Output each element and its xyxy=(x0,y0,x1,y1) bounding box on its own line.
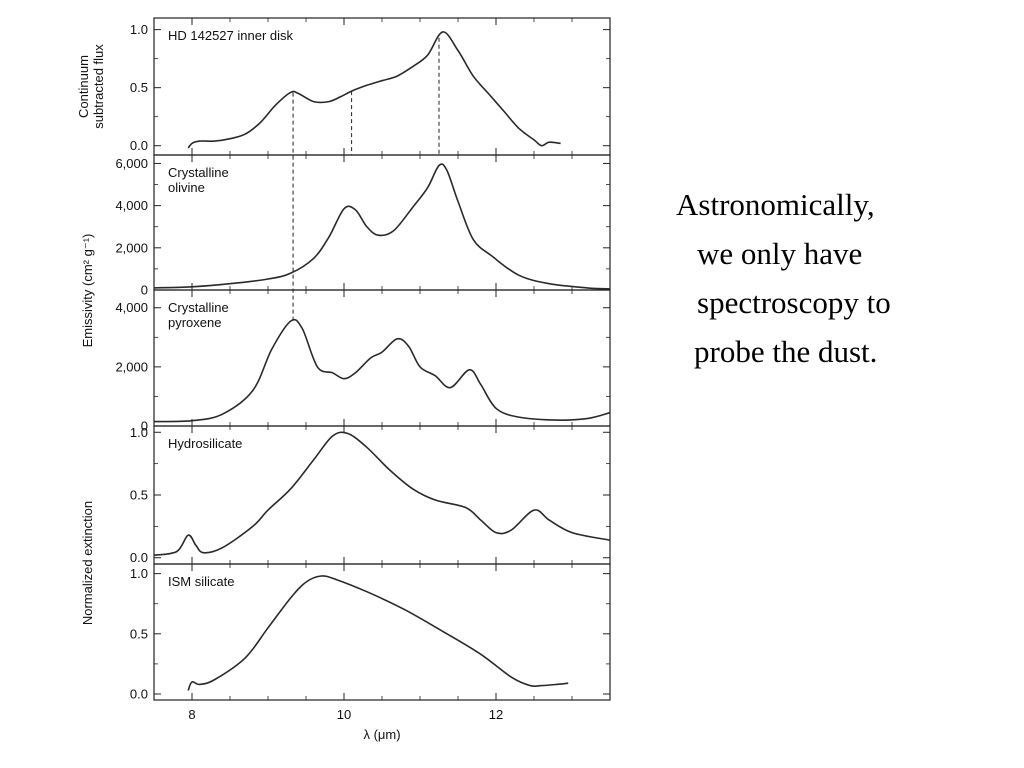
spectra-figure: 0.0 0.5 1.0 HD 142527 inner disk 0 2,000 4,000… xyxy=(76,17,611,742)
panel-3: 0 2,000 4,000 Crystalline pyroxene xyxy=(115,289,611,434)
y-axis-label-line: subtracted flux xyxy=(91,44,106,129)
panel-label-line: pyroxene xyxy=(168,315,221,330)
caption-line-2: we only have xyxy=(697,236,863,271)
y-tick-label: 0 xyxy=(141,419,148,434)
x-tick-label: 10 xyxy=(337,707,351,722)
y-tick-label: 2,000 xyxy=(115,359,148,374)
y-tick-label: 0.0 xyxy=(130,138,148,153)
x-axis: 8 10 12 λ (μm) xyxy=(188,707,503,742)
panel-label-line: olivine xyxy=(168,180,205,195)
y-tick-label: 6,000 xyxy=(115,156,148,171)
y-axis-label-extinction: Normalized extinction xyxy=(80,501,95,625)
panel-label: Crystalline olivine xyxy=(168,165,229,195)
panels-layer: 0.0 0.5 1.0 HD 142527 inner disk 0 2,000 4,000… xyxy=(115,17,611,701)
y-axis-labels: Continuumsubtracted flux Emissivity (cm² … xyxy=(76,44,106,625)
panel-4: 0.0 0.5 1.0 Hydrosilicate xyxy=(130,425,611,565)
y-tick-label: 4,000 xyxy=(115,198,148,213)
x-tick-label: 12 xyxy=(489,707,503,722)
panel-5: 0.0 0.5 1.0 ISM silicate xyxy=(130,563,611,701)
series-line xyxy=(187,575,569,691)
x-tick-label: 8 xyxy=(188,707,195,722)
y-tick-label: 1.0 xyxy=(130,425,148,440)
y-tick-label: 1.0 xyxy=(130,566,148,581)
series-line xyxy=(153,318,611,423)
panel-label: Crystalline pyroxene xyxy=(168,300,229,330)
y-tick-label: 0.5 xyxy=(130,80,148,95)
series-line xyxy=(153,163,611,290)
panel-label-line: Crystalline xyxy=(168,165,229,180)
panel-1: 0.0 0.5 1.0 HD 142527 inner disk xyxy=(130,17,611,156)
y-tick-label: 0.0 xyxy=(130,686,148,701)
y-tick-label: 1.0 xyxy=(130,22,148,37)
caption-line-1: Astronomically, xyxy=(676,187,875,222)
y-axis-label-emissivity: Emissivity (cm² g⁻¹) xyxy=(80,234,95,348)
y-tick-label: 0.0 xyxy=(130,550,148,565)
caption-line-3: spectroscopy to xyxy=(697,285,891,320)
panel-label: Hydrosilicate xyxy=(168,436,242,451)
caption-line-4: probe the dust. xyxy=(694,334,878,369)
panel-label: HD 142527 inner disk xyxy=(168,28,294,43)
series-line xyxy=(153,431,611,556)
panel-label-line: Crystalline xyxy=(168,300,229,315)
slide-caption: Astronomically, we only have spectroscop… xyxy=(676,180,1016,376)
y-tick-label: 0.5 xyxy=(130,488,148,503)
y-tick-label: 4,000 xyxy=(115,300,148,315)
panel-2: 0 2,000 4,000 6,000 Crystalline olivine xyxy=(115,154,611,298)
y-axis-label-flux: Continuumsubtracted flux xyxy=(76,44,106,129)
series-line xyxy=(187,31,561,149)
y-tick-label: 2,000 xyxy=(115,240,148,255)
x-axis-label: λ (μm) xyxy=(363,727,400,742)
y-tick-label: 0 xyxy=(141,283,148,298)
y-tick-label: 0.5 xyxy=(130,626,148,641)
y-axis-label-line: Continuum xyxy=(76,55,91,118)
feature-markers xyxy=(292,37,440,323)
panel-label: ISM silicate xyxy=(168,574,234,589)
